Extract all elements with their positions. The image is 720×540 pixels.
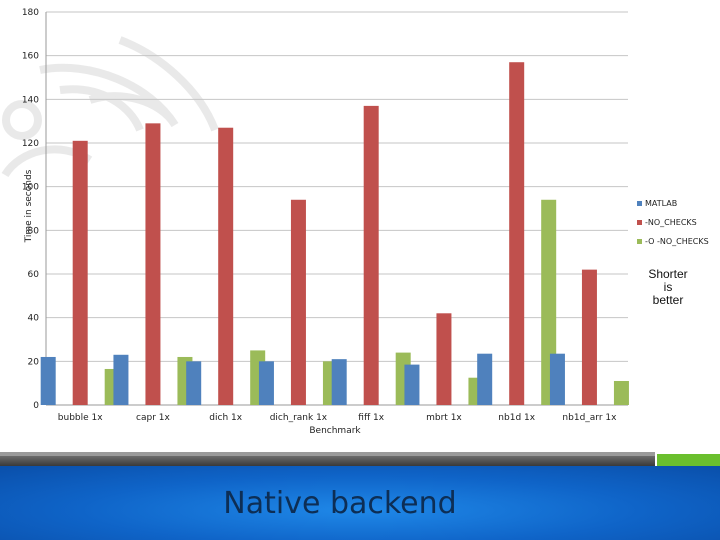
bar-no-checks-2 <box>218 127 234 405</box>
x-tick-label: dich_rank 1x <box>270 413 328 423</box>
legend-swatch <box>637 239 642 244</box>
y-tick-label: 20 <box>28 357 40 367</box>
y-tick-label: 160 <box>22 52 39 62</box>
y-tick-label: 80 <box>28 226 40 236</box>
x-tick-label: capr 1x <box>136 413 170 423</box>
note-line-3: better <box>652 293 684 307</box>
legend-label: -O -NO_CHECKS <box>645 237 709 246</box>
bar-no-checks-3 <box>290 199 306 405</box>
y-tick-label: 140 <box>22 95 39 105</box>
x-axis-title: Benchmark <box>309 426 361 436</box>
legend-swatch <box>637 220 642 225</box>
gridlines <box>45 11 628 406</box>
y-tick-label: 40 <box>28 314 40 324</box>
y-tick-labels: 0 20 40 60 80 100 120 140 160 180 <box>22 8 39 411</box>
x-tick-label: bubble 1x <box>58 413 103 423</box>
slide-footer: Native backend <box>0 452 720 540</box>
legend: MATLAB -NO_CHECKS -O -NO_CHECKS <box>637 199 709 246</box>
benchmark-chart: 0 20 40 60 80 100 120 140 160 180 bubble 1x capr 1… <box>1 8 709 436</box>
footer-gray-highlight <box>0 452 655 456</box>
legend-label: -NO_CHECKS <box>645 218 697 227</box>
bar-no-checks-6 <box>509 62 525 405</box>
legend-swatch <box>637 201 642 206</box>
y-axis-title: Time in seconds <box>24 169 34 243</box>
x-tick-label: dich 1x <box>209 413 242 423</box>
bar-o-no-checks-7 <box>613 380 629 405</box>
bar-no-checks-5 <box>436 313 452 405</box>
footer-green-accent <box>657 454 720 466</box>
bar-no-checks-7 <box>581 269 597 405</box>
bar-matlab-2 <box>186 361 202 405</box>
y-tick-label: 0 <box>33 401 39 411</box>
slide-title: Native backend <box>223 485 457 521</box>
footer-gray-stripe <box>0 456 655 466</box>
x-tick-label: nb1d_arr 1x <box>562 413 617 423</box>
bar-matlab-7 <box>549 353 565 405</box>
bar-matlab-0 <box>40 356 56 405</box>
bar-o-no-checks-6 <box>541 199 557 405</box>
legend-label: MATLAB <box>645 199 677 208</box>
bar-no-checks-1 <box>145 123 161 405</box>
x-tick-label: fiff 1x <box>358 413 384 423</box>
bar-matlab-5 <box>404 364 420 405</box>
note-line-2: is <box>663 280 673 294</box>
x-tick-labels: bubble 1x capr 1x dich 1x dich_rank 1x fiff … <box>58 413 617 423</box>
bar-matlab-1 <box>113 354 129 405</box>
bar-matlab-6 <box>477 353 493 405</box>
footer-blue-panel <box>0 466 720 540</box>
bar-no-checks-0 <box>72 140 88 406</box>
x-tick-label: mbrt 1x <box>426 413 462 423</box>
bars <box>40 62 629 406</box>
note-line-1: Shorter <box>648 267 688 281</box>
y-tick-label: 100 <box>22 183 39 193</box>
shorter-is-better-note: Shorter is better <box>636 268 700 307</box>
bar-no-checks-4 <box>363 105 379 405</box>
bar-matlab-4 <box>331 359 347 405</box>
y-tick-label: 60 <box>28 270 40 280</box>
bar-matlab-3 <box>258 361 274 405</box>
y-tick-label: 120 <box>22 139 39 149</box>
x-tick-label: nb1d 1x <box>498 413 535 423</box>
y-tick-label: 180 <box>22 8 39 18</box>
